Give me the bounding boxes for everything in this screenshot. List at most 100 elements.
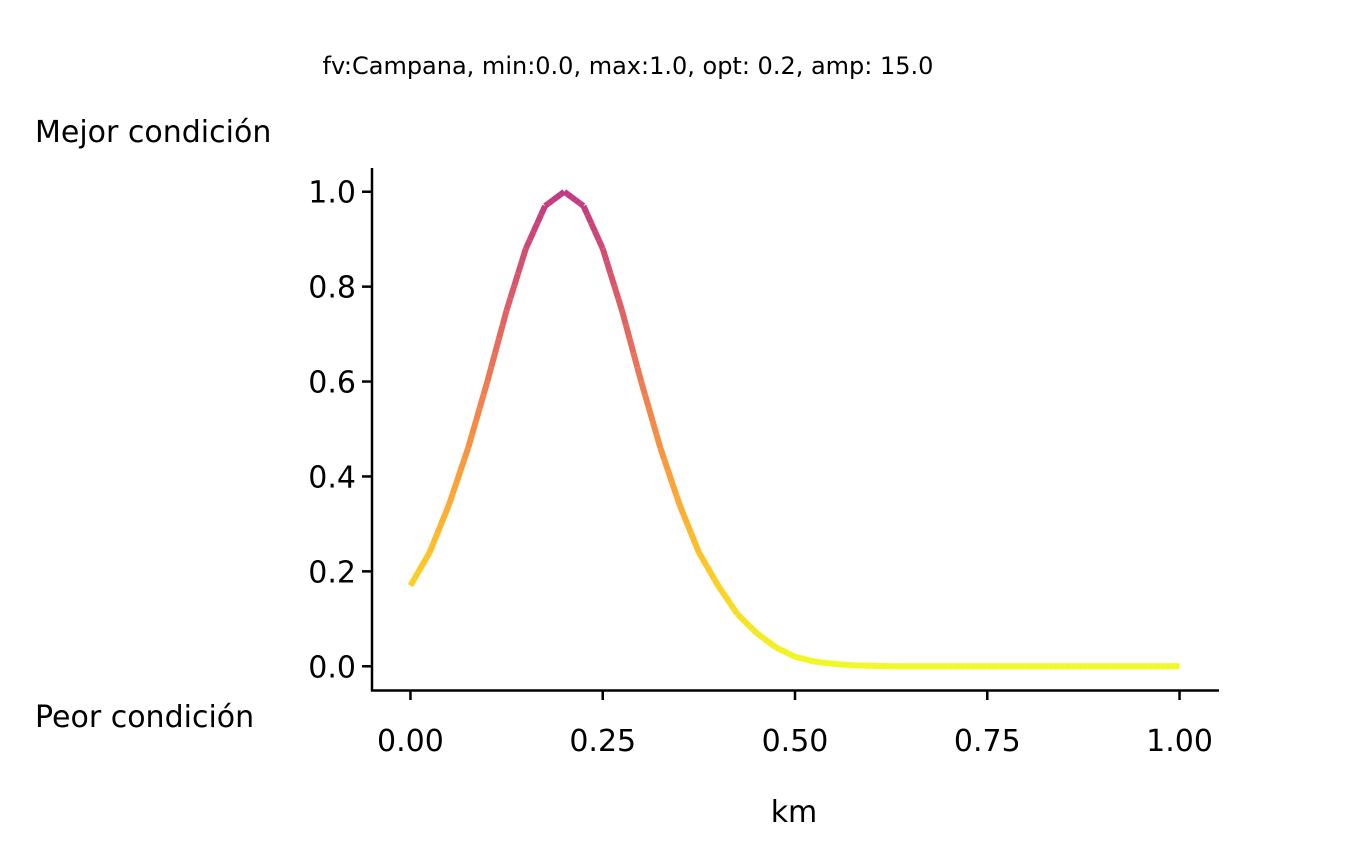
- line-segment: [446, 492, 456, 506]
- line-segment: [700, 557, 710, 568]
- line-segment: [778, 646, 785, 654]
- line-segment: [472, 407, 483, 423]
- line-segment: [465, 433, 475, 449]
- line-segment: [703, 564, 713, 574]
- line-segment: [419, 557, 429, 568]
- line-segment: [480, 380, 491, 396]
- line-segment: [619, 309, 629, 326]
- line-segment: [719, 589, 729, 599]
- line-segment: [774, 644, 781, 652]
- y-axis-ticks: 0.0 0.2 0.4 0.6 0.8 1.0: [308, 176, 372, 685]
- line-segment: [758, 633, 767, 642]
- line-segment: [496, 323, 506, 340]
- line-segment: [534, 213, 544, 225]
- line-segment: [665, 469, 675, 484]
- line-segment: [407, 577, 417, 588]
- y-tick-label: 1.0: [308, 176, 356, 211]
- line-segment: [676, 503, 687, 516]
- line-segment: [611, 284, 621, 299]
- line-segment: [550, 195, 559, 203]
- line-segment: [543, 200, 551, 209]
- line-segment: [615, 297, 625, 312]
- line-segment: [735, 611, 744, 621]
- line-segment: [554, 192, 563, 200]
- line-segment: [630, 352, 641, 369]
- y-tick-label: 0.6: [308, 366, 356, 401]
- line-segment: [453, 469, 464, 484]
- line-segment: [746, 623, 755, 632]
- line-segment: [538, 204, 548, 216]
- data-line: [407, 189, 1180, 670]
- line-segment: [789, 652, 797, 660]
- line-segment: [684, 522, 694, 535]
- line-segment: [476, 393, 487, 409]
- x-tick-label: 1.00: [1146, 724, 1213, 759]
- line-segment: [754, 630, 763, 639]
- line-segment: [566, 192, 574, 200]
- x-axis-ticks: 0.00 0.25 0.50 0.75 1.00: [377, 690, 1213, 759]
- line-segment: [580, 204, 591, 216]
- y-label-bottom: Peor condición: [35, 700, 254, 735]
- line-segment: [770, 642, 778, 650]
- line-segment: [634, 366, 645, 383]
- line-segment: [469, 420, 479, 436]
- line-segment: [692, 541, 702, 554]
- x-tick-label: 0.75: [954, 724, 1021, 759]
- line-segment: [653, 433, 664, 449]
- line-segment: [742, 619, 751, 628]
- line-segment: [696, 550, 706, 561]
- line-segment: [562, 189, 570, 197]
- line-segment: [626, 338, 637, 354]
- line-segment: [642, 393, 652, 409]
- line-segment: [723, 595, 733, 605]
- line-segment: [622, 323, 633, 340]
- line-segment: [688, 532, 698, 545]
- line-segment: [457, 458, 468, 472]
- line-segment: [596, 238, 606, 250]
- y-tick-label: 0.2: [308, 555, 356, 590]
- x-tick-label: 0.00: [377, 724, 444, 759]
- line-segment: [739, 615, 748, 624]
- line-segment: [588, 221, 598, 233]
- x-tick-label: 0.25: [569, 724, 636, 759]
- line-segment: [607, 272, 618, 287]
- line-segment: [645, 407, 656, 423]
- line-segment: [657, 447, 668, 461]
- line-segment: [530, 221, 541, 233]
- line-segment: [503, 297, 514, 312]
- line-segment: [415, 564, 425, 574]
- line-segment: [526, 230, 537, 242]
- line-segment: [442, 503, 452, 516]
- line-segment: [584, 213, 594, 225]
- line-segment: [669, 481, 679, 495]
- line-segment: [730, 606, 740, 616]
- line-segment: [750, 627, 759, 636]
- line-segment: [449, 481, 460, 495]
- line-segment: [715, 583, 725, 593]
- line-segment: [801, 655, 808, 663]
- line-segment: [798, 654, 804, 662]
- line-segment: [711, 577, 721, 588]
- line-segment: [574, 197, 582, 206]
- x-tick-label: 0.50: [762, 724, 829, 759]
- line-segment: [511, 272, 521, 287]
- line-segment: [507, 284, 518, 299]
- line-segment: [766, 639, 774, 647]
- line-segment: [603, 260, 614, 275]
- y-tick-label: 0.0: [308, 650, 356, 685]
- line-segment: [599, 247, 610, 262]
- line-segment: [570, 195, 578, 203]
- line-segment: [558, 189, 567, 197]
- line-segment: [488, 352, 498, 369]
- line-segment: [680, 513, 691, 526]
- line-segment: [438, 513, 448, 526]
- chart-title: fv:Campana, min:0.0, max:1.0, opt: 0.2, …: [323, 52, 934, 80]
- line-segment: [499, 309, 510, 326]
- line-segment: [638, 380, 648, 396]
- line-segment: [461, 447, 471, 461]
- y-tick-label: 0.8: [308, 271, 356, 306]
- line-segment: [515, 260, 525, 275]
- y-tick-label: 0.4: [308, 460, 356, 495]
- line-segment: [592, 230, 602, 242]
